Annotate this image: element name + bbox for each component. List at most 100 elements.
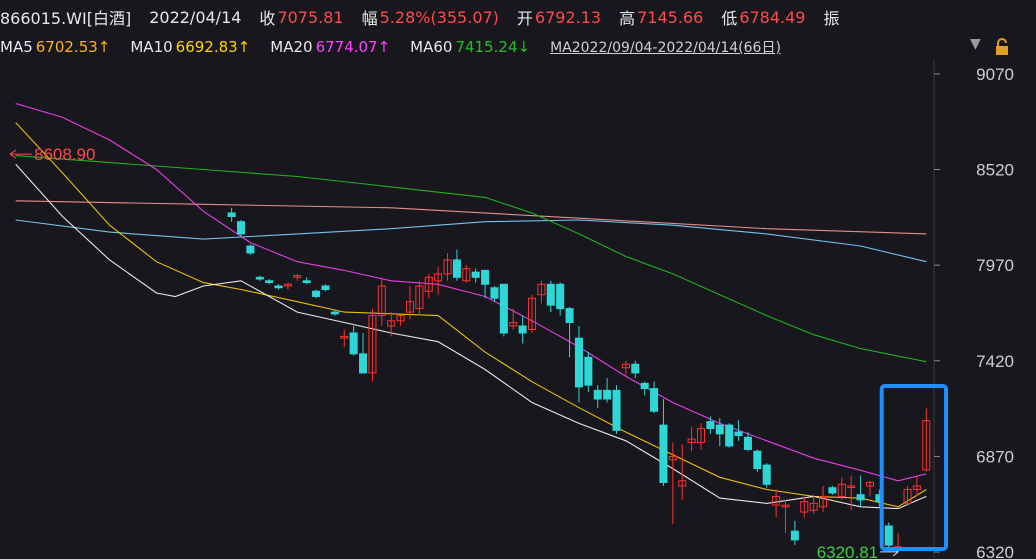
candle-body — [246, 245, 255, 254]
candle-body — [265, 280, 274, 284]
candle-body — [368, 315, 377, 374]
close-label: 收 — [259, 9, 276, 28]
candle-body — [359, 353, 368, 374]
candle-body — [509, 322, 518, 327]
candle-body — [631, 363, 640, 374]
candle-body — [884, 525, 893, 546]
candle-body — [490, 287, 499, 299]
candle — [612, 385, 621, 434]
ma120-line — [15, 219, 927, 263]
candlestick-chart[interactable]: 9070 8520 7970 7420 6870 6320 8608.90 6320.81 — [0, 60, 1036, 559]
candle-body — [443, 259, 452, 275]
candle — [828, 485, 837, 495]
candle-body — [706, 421, 715, 430]
candle — [293, 273, 302, 281]
candle-body — [912, 485, 921, 490]
triangle-down-icon[interactable]: ▼ — [970, 36, 981, 52]
candle — [246, 244, 255, 255]
candle — [481, 269, 490, 299]
candle — [621, 360, 630, 377]
candle-body — [865, 481, 874, 487]
candle-body — [612, 389, 621, 431]
candle — [312, 289, 321, 299]
low-value: 6784.49 — [739, 7, 806, 27]
candle-body — [725, 424, 734, 447]
candle-body — [302, 280, 311, 284]
candle — [452, 249, 461, 281]
candle — [462, 265, 471, 283]
highlight-box — [879, 384, 949, 551]
candle — [687, 426, 696, 452]
quote-date: 2022/04/14 — [149, 7, 242, 27]
candle-body — [556, 283, 565, 310]
ma-legend-bar: MA5 6702.53↑ MA10 6692.83↑ MA20 6774.07↑… — [0, 34, 1036, 60]
y-tick-label: 7970 — [976, 256, 1014, 275]
candle — [678, 444, 687, 500]
y-tick-label: 6320 — [976, 543, 1014, 559]
candle-body — [819, 495, 828, 508]
candle — [349, 326, 358, 356]
ma20-label: MA20 — [270, 38, 313, 56]
candle — [528, 294, 537, 333]
candle — [800, 496, 809, 518]
candle-body — [696, 428, 706, 444]
candle — [753, 449, 762, 473]
candle-body — [800, 501, 809, 513]
max-annotation-label: 8608.90 — [34, 145, 95, 164]
amp-value: 5.28%(355.07) — [379, 7, 499, 27]
candle-body — [687, 438, 696, 444]
candle-body — [790, 530, 799, 541]
candle — [809, 494, 818, 514]
candle-body — [753, 450, 762, 470]
lock-icon[interactable] — [994, 38, 1010, 60]
candle-body — [593, 389, 602, 400]
candle-body — [349, 332, 358, 355]
candle — [696, 423, 706, 450]
ma60-line — [15, 155, 927, 363]
candle-body — [574, 337, 583, 388]
low-label: 低 — [721, 9, 738, 28]
candle-body — [856, 494, 865, 501]
candle-body — [452, 259, 461, 278]
swing-label: 振 — [823, 9, 840, 28]
candle-body — [227, 212, 236, 217]
candle — [715, 418, 724, 446]
amp-label: 幅 — [361, 9, 378, 28]
candle-body — [283, 283, 292, 287]
candle — [255, 275, 264, 281]
candle — [368, 308, 377, 382]
candle-body — [546, 283, 555, 306]
y-tick-label: 9070 — [976, 65, 1014, 84]
candle — [837, 477, 846, 500]
candle — [903, 485, 912, 506]
candle-body — [715, 424, 724, 435]
candle — [743, 432, 752, 452]
candle-body — [528, 297, 537, 330]
candle-body — [471, 271, 480, 278]
y-tick-label: 8520 — [976, 161, 1014, 180]
candle — [227, 207, 236, 222]
candle — [340, 329, 349, 347]
candle — [565, 306, 574, 358]
candle — [640, 381, 649, 396]
candle — [593, 385, 602, 408]
max-arrow-head-icon — [9, 149, 17, 159]
candle-body — [499, 283, 508, 334]
candle-body — [424, 276, 433, 292]
ma5-value: 6702.53↑ — [35, 38, 111, 56]
candle — [321, 284, 330, 292]
candle — [556, 282, 565, 316]
close-value: 7075.81 — [277, 7, 344, 27]
candle-body — [518, 325, 527, 334]
ma20-line — [15, 102, 927, 482]
candle-body — [481, 269, 490, 285]
candle — [650, 381, 659, 413]
candle-body — [462, 268, 471, 282]
candle-body — [293, 275, 302, 278]
candle-body — [772, 495, 781, 506]
ma5-line — [15, 163, 927, 510]
candle-body — [743, 436, 752, 450]
candle — [772, 489, 781, 518]
candle-body — [668, 455, 677, 461]
